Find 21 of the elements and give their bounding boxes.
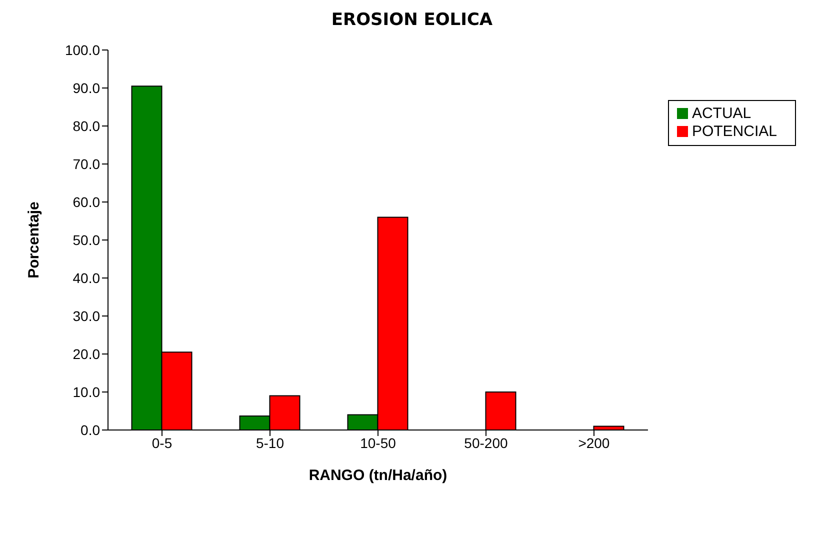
y-tick-label: 50.0 xyxy=(72,232,100,248)
y-tick-label: 90.0 xyxy=(72,80,100,96)
y-tick-label: 40.0 xyxy=(72,270,100,286)
y-tick-label: 100.0 xyxy=(64,42,100,58)
y-tick-label: 70.0 xyxy=(72,156,100,172)
x-axis-title: RANGO (tn/Ha/año) xyxy=(308,467,448,484)
legend-label: POTENCIAL xyxy=(692,123,777,140)
y-tick-label: 10.0 xyxy=(72,384,100,400)
y-tick-label: 0.0 xyxy=(80,422,100,438)
chart-title: EROSION EOLICA xyxy=(330,10,494,30)
x-tick-label: 50-200 xyxy=(464,434,508,451)
x-tick-label: >200 xyxy=(578,434,610,451)
x-tick-label: 10-50 xyxy=(360,434,396,451)
legend-label: ACTUAL xyxy=(692,105,752,122)
y-tick-label: 80.0 xyxy=(72,118,100,134)
y-tick-label: 30.0 xyxy=(72,308,100,324)
y-tick-label: 60.0 xyxy=(72,194,100,210)
x-tick-label: 5-10 xyxy=(256,434,284,451)
y-tick-label: 20.0 xyxy=(72,346,100,362)
x-tick-label: 0-5 xyxy=(152,434,172,451)
y-axis-title: Porcentaje xyxy=(25,202,42,278)
